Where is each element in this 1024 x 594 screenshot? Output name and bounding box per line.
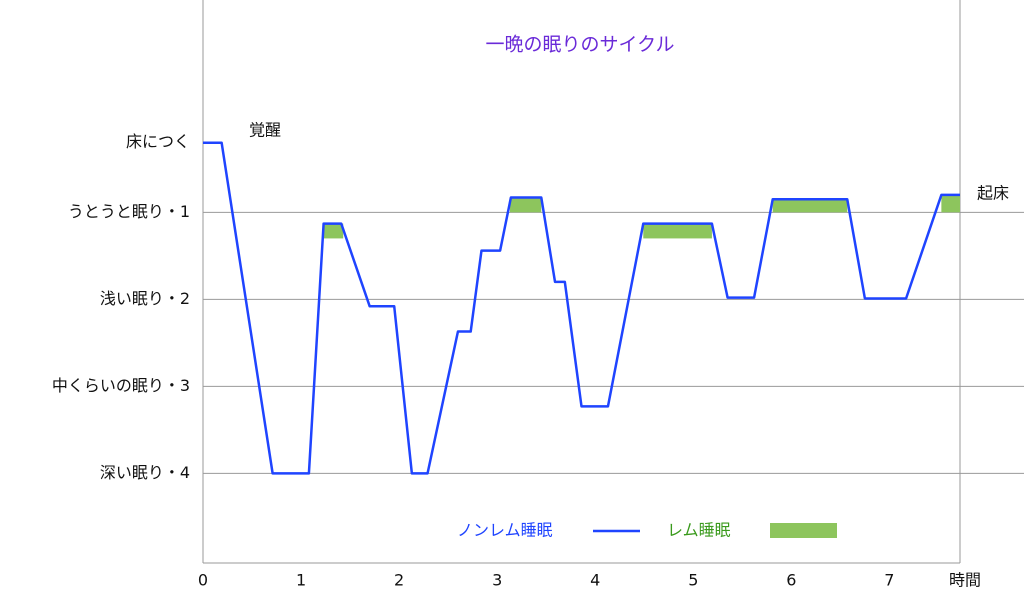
- annotation: 起床: [977, 184, 1009, 203]
- rem-period: [772, 199, 848, 213]
- y-tick-label: 床につく: [126, 132, 190, 151]
- rem-period: [643, 223, 712, 239]
- x-tick-label: 1: [296, 571, 306, 590]
- y-tick-label: 中くらいの眠り・3: [52, 376, 190, 395]
- x-tick-label: 7: [884, 571, 894, 590]
- chart-title: 一晩の眠りのサイクル: [485, 34, 674, 56]
- rem-period: [941, 194, 960, 213]
- legend-label: ノンレム睡眠: [457, 521, 553, 540]
- x-tick-label: 4: [590, 571, 600, 590]
- rem-period: [509, 197, 542, 213]
- x-tick-label: 2: [394, 571, 404, 590]
- x-tick-label: 3: [492, 571, 502, 590]
- x-tick-label: 0: [198, 571, 208, 590]
- x-axis-label: 時間: [949, 571, 981, 590]
- y-tick-label: 深い眠り・4: [100, 463, 190, 482]
- series-line: [203, 141, 960, 475]
- legend-swatch: [770, 523, 837, 538]
- x-tick-label: 5: [688, 571, 698, 590]
- x-tick-label: 6: [786, 571, 796, 590]
- rem-period: [323, 223, 344, 239]
- y-tick-label: 浅い眠り・2: [100, 289, 190, 308]
- annotation: 覚醒: [249, 121, 281, 140]
- y-tick-label: うとうと眠り・1: [68, 202, 190, 221]
- legend-label: レム睡眠: [667, 521, 731, 540]
